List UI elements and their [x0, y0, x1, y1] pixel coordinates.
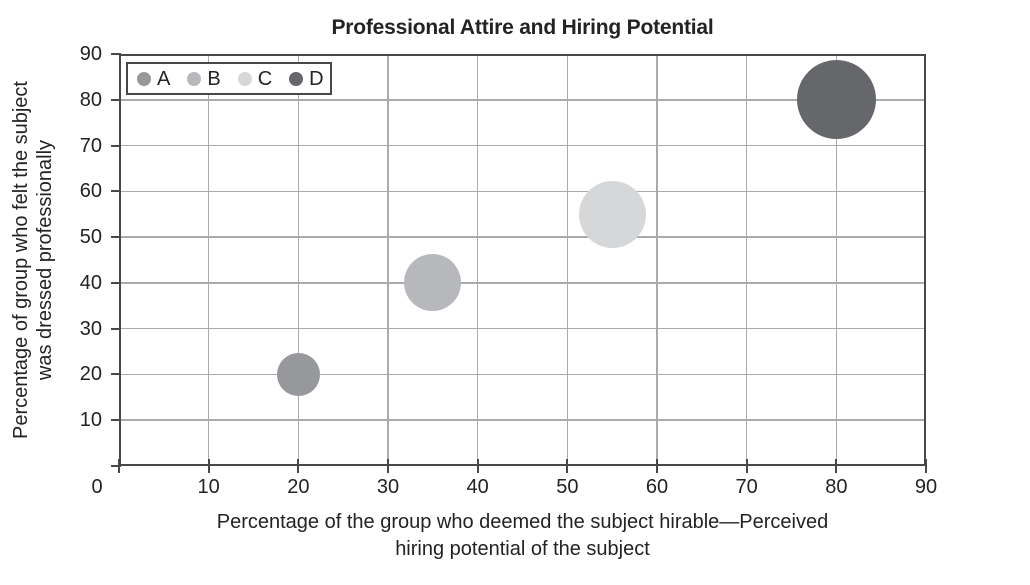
- x-tick-label: 90: [914, 476, 938, 498]
- gridline-horizontal: [119, 99, 926, 101]
- legend-swatch-icon: [237, 71, 252, 86]
- x-axis-title-line2: hiring potential of the subject: [395, 538, 650, 560]
- x-tick-label: 30: [376, 476, 400, 498]
- legend-swatch-icon: [187, 71, 202, 86]
- x-tick-label: 10: [197, 476, 220, 498]
- x-axis-tick: [656, 459, 658, 473]
- bubble-c: [578, 180, 646, 248]
- y-axis-tick: [111, 327, 121, 330]
- gridline-vertical: [745, 54, 748, 466]
- bubble-d: [796, 60, 876, 140]
- gridline-vertical: [566, 54, 569, 466]
- x-tick-label: 0: [91, 476, 103, 498]
- x-axis-tick: [387, 459, 389, 473]
- y-axis-tick: [111, 144, 121, 147]
- gridline-vertical: [476, 54, 479, 466]
- gridline-vertical: [656, 54, 658, 466]
- gridline-vertical: [835, 54, 838, 466]
- legend-label: D: [309, 67, 324, 90]
- y-tick-label: 70: [79, 134, 102, 157]
- y-tick-label: 90: [79, 43, 102, 65]
- legend-label: A: [157, 67, 171, 90]
- x-axis-title: Percentage of the group who deemed the s…: [119, 509, 926, 563]
- y-axis-tick: [111, 281, 121, 284]
- gridline-horizontal: [119, 373, 926, 376]
- legend-item-d: D: [289, 67, 324, 90]
- legend-label: B: [207, 67, 221, 90]
- x-tick-label: 50: [556, 476, 579, 498]
- gridline-vertical: [297, 54, 300, 466]
- legend-swatch-icon: [137, 71, 151, 86]
- gridline-horizontal: [119, 144, 926, 147]
- gridline-horizontal: [119, 327, 926, 330]
- y-tick-label: 40: [79, 271, 102, 294]
- y-axis-tick: [111, 190, 121, 193]
- legend-item-b: B: [187, 67, 221, 90]
- legend-item-a: A: [137, 69, 170, 89]
- y-tick-label: 10: [79, 409, 102, 432]
- gridline-horizontal: [119, 190, 926, 193]
- y-axis-tick: [111, 236, 121, 239]
- gridline-horizontal: [119, 236, 926, 238]
- x-tick-label: 80: [825, 476, 848, 498]
- x-axis-tick: [476, 459, 479, 473]
- plot-frame: [119, 54, 926, 466]
- x-axis-tick: [835, 459, 838, 473]
- gridline-vertical: [387, 54, 389, 466]
- gridline-vertical: [207, 54, 210, 466]
- chart-title: Professional Attire and Hiring Potential: [331, 16, 714, 39]
- y-axis-tick: [111, 53, 121, 55]
- y-tick-label: 50: [79, 226, 102, 249]
- legend: A B C D: [126, 62, 332, 95]
- legend-swatch-icon: [289, 71, 304, 86]
- gridline-horizontal: [119, 419, 926, 421]
- gridline-horizontal: [119, 282, 926, 284]
- y-axis-tick: [111, 373, 121, 376]
- y-tick-label: 20: [79, 363, 102, 386]
- x-axis-tick: [566, 459, 569, 473]
- y-axis-tick: [111, 465, 121, 467]
- y-tick-label: 30: [79, 317, 102, 340]
- y-tick-label: 80: [79, 88, 102, 111]
- bubble-b: [404, 254, 462, 312]
- y-tick-label: 60: [79, 180, 102, 203]
- x-axis-tick: [925, 459, 927, 473]
- legend-label: C: [257, 67, 273, 90]
- y-axis-tick: [111, 419, 121, 422]
- x-tick-label: 60: [645, 476, 669, 498]
- x-axis-title-line1: Percentage of the group who deemed the s…: [216, 511, 829, 533]
- x-tick-label: 20: [287, 476, 310, 498]
- x-axis-tick: [207, 459, 210, 473]
- legend-item-c: C: [237, 67, 273, 90]
- x-tick-label: 40: [466, 476, 489, 498]
- bubble-a: [276, 352, 320, 396]
- x-axis-tick: [297, 459, 300, 473]
- x-tick-label: 70: [735, 476, 758, 498]
- x-axis-tick: [745, 459, 748, 473]
- y-axis-tick: [111, 98, 121, 101]
